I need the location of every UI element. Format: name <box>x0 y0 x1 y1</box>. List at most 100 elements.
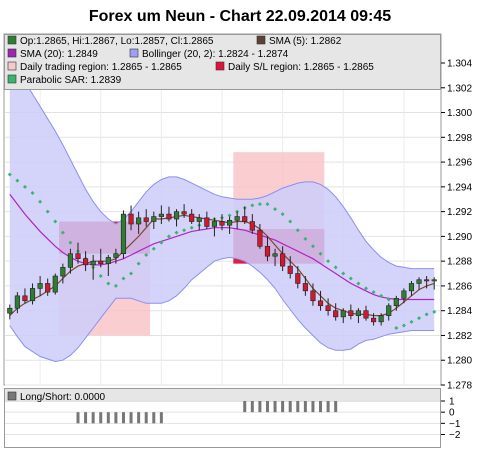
sar-point <box>265 202 270 207</box>
long-short-bar <box>281 401 285 413</box>
candle-body <box>189 213 195 222</box>
candle-body <box>280 253 286 267</box>
long-short-bar <box>319 401 323 413</box>
candle-body <box>348 310 354 316</box>
long-short-bar <box>99 412 103 424</box>
sar-point <box>280 212 285 217</box>
candle-body <box>75 253 81 259</box>
candle-body <box>181 211 187 215</box>
candle-body <box>424 279 430 282</box>
sar-point <box>7 172 12 177</box>
sar-point <box>371 290 376 295</box>
sar-point <box>318 251 323 256</box>
sar-point <box>53 219 58 224</box>
candle-body <box>67 253 73 268</box>
long-short-bar <box>137 412 141 424</box>
candle-body <box>14 295 20 309</box>
candle-body <box>37 283 43 289</box>
sar-point <box>106 281 111 286</box>
sar-point <box>288 219 293 224</box>
candle-body <box>136 217 142 225</box>
candle-body <box>295 273 301 284</box>
legend-swatch <box>7 74 17 84</box>
candle-body <box>257 229 263 247</box>
sar-point <box>60 230 65 235</box>
chart-title: Forex um Neun - Chart 22.09.2014 09:45 <box>89 8 391 25</box>
long-short-bar <box>129 412 133 424</box>
candle-body <box>333 310 339 318</box>
candle-body <box>355 310 361 316</box>
sar-point <box>356 281 361 286</box>
sub-tick-label: 1 <box>449 397 455 408</box>
tick-label: 1.280 <box>447 356 472 367</box>
tick-label: 1.304 <box>447 59 472 70</box>
sub-tick-label: −1 <box>449 419 461 430</box>
legend-swatch <box>256 35 266 45</box>
main-price-panel: Op:1.2865, Hi:1.2867, Lo:1.2857, Cl:1.28… <box>3 33 472 392</box>
sar-point <box>257 202 262 207</box>
sar-point <box>364 286 368 291</box>
legend-swatch <box>7 61 17 71</box>
candle-body <box>325 305 331 311</box>
candle-body <box>45 283 51 293</box>
candle-body <box>83 258 89 266</box>
sar-point <box>432 309 437 314</box>
long-short-bar <box>326 401 330 413</box>
candle-body <box>151 216 157 222</box>
candle-body <box>234 216 240 221</box>
candle-body <box>302 283 308 292</box>
candle-body <box>113 253 119 258</box>
sar-point <box>303 236 308 241</box>
long-short-bar <box>334 401 338 413</box>
long-short-bar <box>121 412 125 424</box>
price-axis: 1.278 1.280 1.282 1.284 1.286 1.288 1.290 1.292… <box>441 59 472 392</box>
long-short-bar <box>159 412 163 424</box>
legend-label: Parabolic SAR: 1.2839 <box>20 75 122 86</box>
long-short-axis: 10−1−2 <box>441 397 461 441</box>
candle-body <box>120 213 127 255</box>
sar-point <box>386 297 391 302</box>
candle-body <box>272 253 278 257</box>
legend-label: SMA (5): 1.2862 <box>269 36 342 47</box>
candle-body <box>408 283 415 292</box>
long-short-bar <box>258 401 262 413</box>
long-short-bar <box>288 401 292 413</box>
candle-body <box>317 300 324 307</box>
sar-point <box>166 234 171 239</box>
candle-body <box>378 315 384 323</box>
long-short-bar <box>250 401 254 413</box>
candle-body <box>60 267 66 277</box>
sar-point <box>379 293 384 298</box>
sar-point <box>310 244 315 249</box>
sar-point <box>182 228 187 233</box>
long-short-swatch <box>7 391 17 401</box>
candle-body <box>386 305 392 316</box>
sar-point <box>273 207 278 212</box>
candle-body <box>219 221 225 226</box>
sar-point <box>15 178 20 183</box>
long-short-bar <box>273 401 277 413</box>
legend-swatch <box>129 48 139 58</box>
sar-point <box>394 326 399 331</box>
candle-body <box>98 260 104 264</box>
sar-point <box>424 312 429 317</box>
sar-point <box>38 199 43 204</box>
long-short-bar <box>243 401 247 413</box>
candle-body <box>401 290 407 299</box>
tick-label: 1.296 <box>447 158 472 169</box>
sar-point <box>409 319 414 324</box>
legend-swatch <box>7 35 17 45</box>
legend-label: Bollinger (20, 2): 1.2824 - 1.2874 <box>142 49 289 60</box>
candle-body <box>128 213 134 225</box>
candle-body <box>166 213 172 220</box>
long-short-bar <box>91 412 95 424</box>
candle-body <box>340 310 346 318</box>
long-short-bar <box>76 412 80 424</box>
sar-point <box>45 209 50 214</box>
sar-point <box>189 225 194 230</box>
sar-point <box>68 240 73 245</box>
candle-body <box>143 217 149 222</box>
sar-point <box>341 271 346 276</box>
candle-body <box>393 298 399 307</box>
candle-body <box>196 217 202 222</box>
